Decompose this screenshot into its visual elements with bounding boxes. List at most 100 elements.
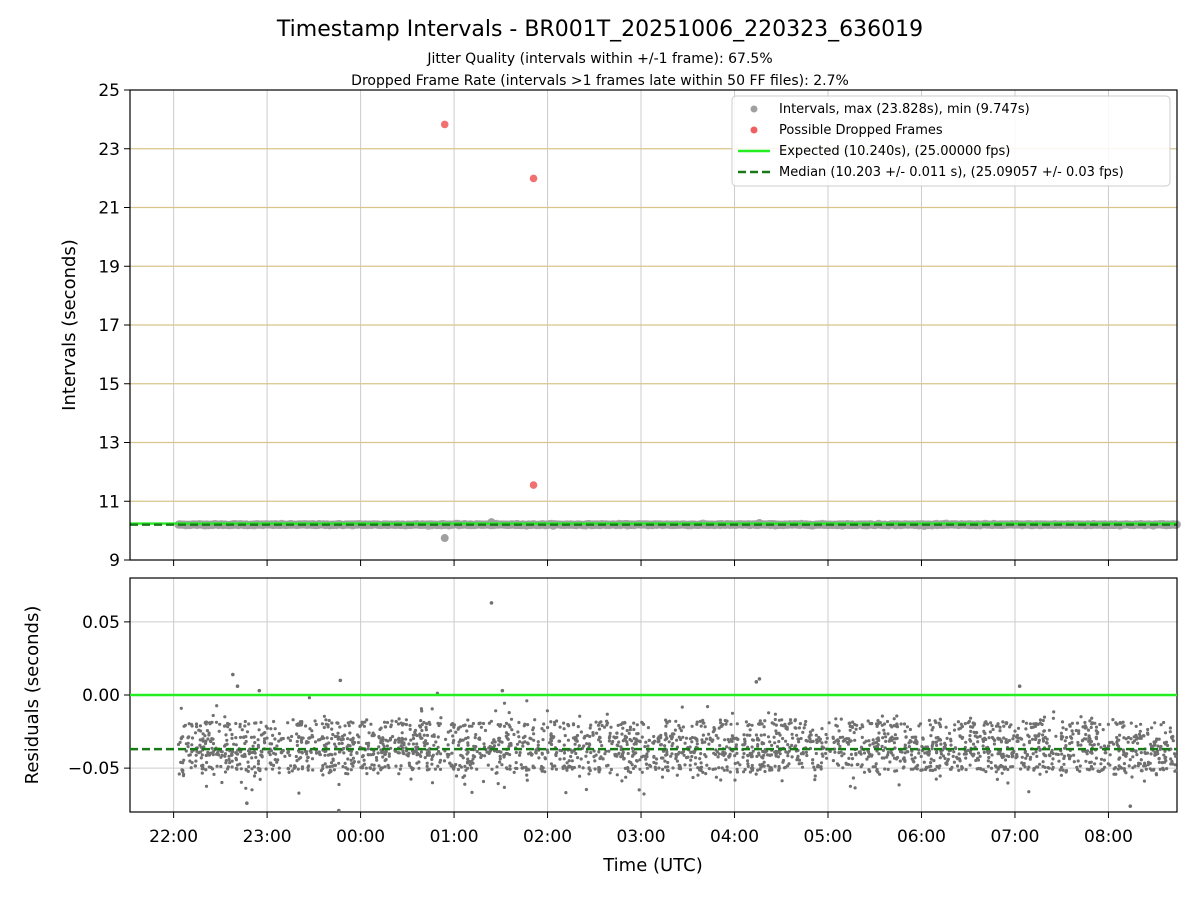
residual-point bbox=[668, 719, 672, 723]
residual-point bbox=[1119, 721, 1123, 725]
residual-point bbox=[385, 744, 389, 748]
residual-point bbox=[713, 767, 718, 771]
residual-point bbox=[711, 738, 715, 742]
residual-point bbox=[500, 688, 505, 693]
residual-point bbox=[526, 723, 530, 727]
residual-point bbox=[606, 763, 610, 767]
residual-point bbox=[483, 728, 488, 733]
residual-point bbox=[475, 749, 479, 754]
residual-point bbox=[976, 735, 980, 739]
residual-point bbox=[1122, 767, 1126, 771]
residual-point bbox=[423, 756, 427, 760]
residual-point bbox=[516, 730, 520, 734]
residual-point bbox=[673, 728, 678, 732]
residual-point bbox=[645, 752, 649, 756]
residual-point bbox=[524, 768, 529, 772]
residual-point bbox=[308, 736, 312, 740]
residual-point bbox=[425, 768, 429, 772]
residual-point bbox=[979, 767, 983, 771]
residual-point bbox=[744, 720, 749, 724]
residual-point bbox=[768, 740, 772, 744]
residual-point bbox=[471, 721, 475, 726]
residual-point bbox=[964, 749, 968, 753]
residual-point bbox=[600, 723, 604, 728]
residual-point bbox=[1054, 734, 1058, 738]
residual-point bbox=[754, 680, 759, 684]
residual-point bbox=[634, 751, 638, 755]
residual-point bbox=[998, 725, 1002, 729]
residual-point bbox=[297, 791, 301, 795]
residuals-panel: −0.050.000.05 22:00 23:00 00:00 01:00 02:00 0… bbox=[22, 577, 1178, 876]
residual-point bbox=[693, 762, 698, 766]
residual-point bbox=[387, 752, 391, 756]
residual-point bbox=[1122, 750, 1126, 754]
residual-point bbox=[295, 732, 299, 736]
residual-point bbox=[634, 740, 638, 744]
residual-point bbox=[188, 759, 192, 763]
residual-point bbox=[602, 725, 607, 729]
residual-point bbox=[725, 768, 729, 772]
intervals-y-tick-label: 17 bbox=[98, 316, 120, 336]
residual-point bbox=[424, 725, 428, 729]
residual-point bbox=[974, 758, 978, 763]
residual-point bbox=[1114, 721, 1118, 725]
residual-point bbox=[330, 721, 334, 725]
residual-point bbox=[797, 758, 802, 762]
residual-point bbox=[540, 727, 544, 731]
residual-point bbox=[463, 764, 467, 769]
residual-point bbox=[983, 721, 987, 725]
residual-point bbox=[870, 721, 874, 726]
residual-point bbox=[214, 720, 219, 724]
residual-point bbox=[850, 763, 854, 767]
residual-point bbox=[756, 744, 760, 748]
residual-point bbox=[446, 743, 450, 747]
residual-point bbox=[1074, 728, 1078, 733]
residual-point bbox=[230, 765, 234, 769]
residual-point bbox=[328, 768, 332, 773]
residual-point bbox=[842, 752, 846, 756]
residual-point bbox=[831, 759, 836, 763]
residual-point bbox=[978, 734, 982, 739]
residual-point bbox=[957, 727, 961, 731]
residual-point bbox=[1078, 769, 1082, 773]
residual-point bbox=[252, 774, 257, 778]
residual-point bbox=[804, 750, 809, 755]
residual-point bbox=[964, 756, 968, 760]
residual-point bbox=[679, 729, 684, 733]
residual-point bbox=[972, 722, 977, 726]
x-tick-label: 07:00 bbox=[990, 827, 1039, 847]
residual-point bbox=[646, 726, 651, 730]
residual-point bbox=[490, 767, 494, 771]
residual-point bbox=[313, 740, 318, 744]
residual-point bbox=[637, 788, 641, 792]
residual-point bbox=[317, 750, 321, 754]
residual-point bbox=[757, 738, 761, 742]
residual-point bbox=[640, 721, 645, 725]
residual-point bbox=[459, 765, 463, 769]
residual-point bbox=[379, 748, 383, 752]
residual-point bbox=[530, 752, 534, 756]
residual-point bbox=[666, 760, 670, 765]
residual-point bbox=[1143, 761, 1147, 765]
residual-point bbox=[1009, 723, 1013, 727]
residual-point bbox=[1004, 737, 1008, 742]
residual-point bbox=[190, 736, 195, 740]
residual-point bbox=[1021, 719, 1025, 724]
residual-point bbox=[314, 722, 318, 727]
residual-point bbox=[1139, 736, 1143, 740]
residual-point bbox=[1002, 767, 1007, 771]
residual-point bbox=[722, 753, 726, 758]
residual-point bbox=[903, 729, 907, 733]
residual-point bbox=[234, 721, 238, 726]
residual-point bbox=[286, 736, 290, 740]
residual-point bbox=[335, 721, 339, 725]
residual-point bbox=[762, 764, 766, 768]
residual-point bbox=[652, 741, 656, 745]
residual-point bbox=[1004, 740, 1008, 744]
residual-point bbox=[659, 743, 663, 747]
residual-point bbox=[1158, 767, 1162, 772]
residual-point bbox=[1144, 767, 1148, 771]
residual-point bbox=[701, 733, 706, 737]
residual-point bbox=[1060, 737, 1064, 741]
